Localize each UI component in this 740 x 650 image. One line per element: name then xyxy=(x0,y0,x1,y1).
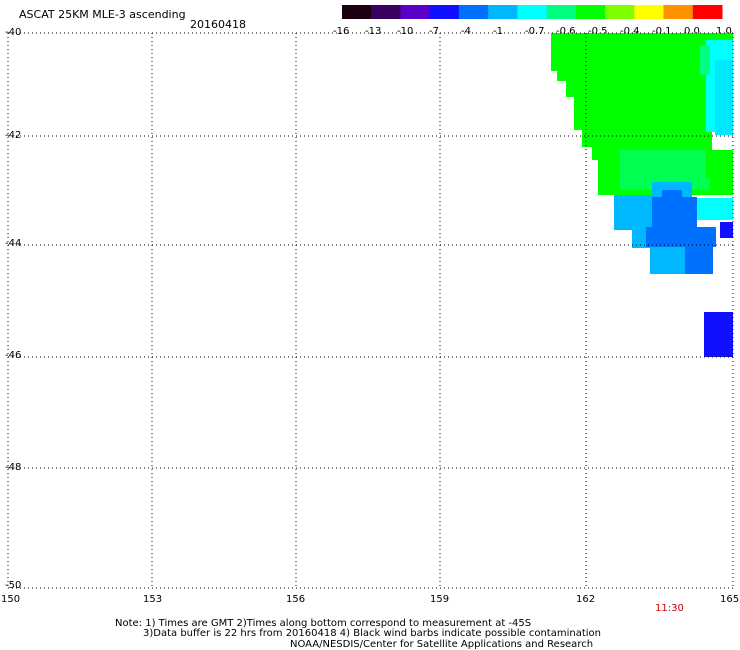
colorbar-swatch xyxy=(488,5,518,19)
colorbar-tick-label: 0.0 xyxy=(684,26,700,37)
colorbar-tick-label: -0.4 xyxy=(620,26,640,37)
colorbar-tick-label: -0.7 xyxy=(525,26,545,37)
colorbar-swatch xyxy=(342,5,372,19)
colorbar-swatch xyxy=(663,5,694,19)
lat-label-42: -42 xyxy=(5,130,22,141)
data-cell xyxy=(662,190,682,205)
data-cell xyxy=(697,198,733,220)
colorbar-swatch xyxy=(517,5,548,19)
colorbar-tick-label: -0.1 xyxy=(652,26,672,37)
map-grid xyxy=(7,32,734,589)
colorbar-tick-label: 1.0 xyxy=(716,26,732,37)
colorbar-swatch xyxy=(605,5,635,19)
footer-credit: NOAA/NESDIS/Center for Satellite Applica… xyxy=(290,639,594,650)
data-cell xyxy=(557,71,733,81)
data-cell xyxy=(700,45,710,75)
data-cell xyxy=(706,150,733,178)
data-cell xyxy=(704,312,733,357)
data-cell xyxy=(650,247,685,274)
colorbar-swatch xyxy=(400,5,431,19)
lat-label-48: -48 xyxy=(5,462,22,473)
lon-label-153: 153 xyxy=(143,594,163,605)
lat-label-46: -46 xyxy=(5,350,22,361)
lat-label-50: -50 xyxy=(5,580,22,591)
lon-label-165: 165 xyxy=(720,594,740,605)
lon-label-159: 159 xyxy=(430,594,450,605)
lon-label-156: 156 xyxy=(286,594,306,605)
colorbar-tick-label: -0.5 xyxy=(588,26,608,37)
data-cell xyxy=(715,60,733,135)
colorbar xyxy=(342,5,723,19)
colorbar-tick-label: -0.6 xyxy=(556,26,576,37)
lon-label-162: 162 xyxy=(576,594,596,605)
colorbar-tick-label: -4 xyxy=(461,26,471,37)
data-cell xyxy=(720,222,733,238)
product-date: 20160418 xyxy=(190,18,246,31)
colorbar-swatch xyxy=(575,5,606,19)
wind-data-cells xyxy=(551,33,733,357)
colorbar-swatch xyxy=(692,5,723,19)
colorbar-tick-label: -13 xyxy=(365,26,382,37)
pass-time-label: 11:30 xyxy=(655,603,684,614)
colorbar-swatch xyxy=(458,5,489,19)
map-plot xyxy=(7,32,734,589)
colorbar-swatch xyxy=(429,5,460,19)
data-cell xyxy=(566,81,733,97)
colorbar-tick-label: -1 xyxy=(493,26,503,37)
lat-label-40: -40 xyxy=(5,27,22,38)
footer-note-1: Note: 1) Times are GMT 2)Times along bot… xyxy=(115,618,532,629)
lat-label-44: -44 xyxy=(5,238,22,249)
footer-note-2: 3)Data buffer is 22 hrs from 20160418 4)… xyxy=(143,628,601,639)
colorbar-swatch xyxy=(371,5,401,19)
colorbar-tick-label: -7 xyxy=(429,26,439,37)
data-cell xyxy=(685,247,713,274)
data-cell xyxy=(582,130,712,147)
colorbar-tick-label: -10 xyxy=(397,26,414,37)
colorbar-swatch xyxy=(546,5,577,19)
data-cell xyxy=(614,195,654,230)
colorbar-swatch xyxy=(634,5,664,19)
product-title: ASCAT 25KM MLE-3 ascending xyxy=(19,8,186,21)
colorbar-tick-label: -16 xyxy=(333,26,350,37)
lon-label-150: 150 xyxy=(1,594,21,605)
data-cell xyxy=(646,227,716,247)
